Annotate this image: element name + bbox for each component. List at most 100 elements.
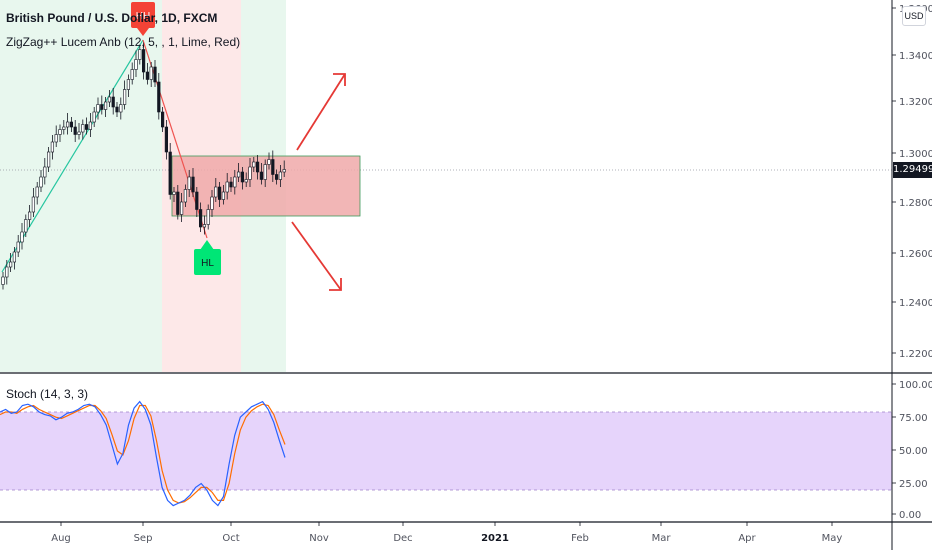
candle	[46, 147, 51, 172]
candle	[35, 182, 39, 205]
candle	[66, 113, 70, 135]
candle	[255, 155, 260, 180]
candle	[43, 158, 47, 185]
candle	[252, 157, 256, 172]
price-tick-label: 1.30000	[899, 149, 932, 160]
candle	[206, 204, 210, 230]
candle	[237, 163, 241, 182]
candle	[77, 123, 81, 140]
candle	[199, 202, 203, 232]
candle	[195, 187, 199, 217]
candle	[73, 120, 77, 142]
candle	[214, 178, 218, 202]
stoch-k-line	[0, 400, 286, 507]
candle	[248, 158, 252, 187]
projection-arrow-down[interactable]	[291, 221, 342, 291]
candle	[168, 143, 172, 200]
candle	[115, 102, 119, 117]
candle	[126, 74, 130, 97]
time-tick-label: Mar	[652, 533, 672, 544]
time-tick-label: Nov	[309, 533, 329, 544]
candle	[69, 117, 73, 132]
candle	[24, 214, 28, 237]
candle	[244, 172, 248, 187]
candle	[149, 62, 153, 87]
candle	[157, 73, 161, 120]
candle	[16, 235, 20, 257]
candle	[1, 272, 5, 290]
time-axis[interactable]: Aug Sep Oct Nov Dec 2021 Feb Mar Apr May	[51, 522, 842, 544]
candle	[218, 182, 222, 207]
candle	[229, 177, 233, 192]
candle	[187, 170, 191, 197]
candle	[145, 63, 150, 85]
candle	[62, 120, 66, 135]
time-tick-label: May	[822, 533, 843, 544]
stoch-tick-label: 0.00	[899, 510, 921, 521]
last-price-badge: 1.29499	[893, 162, 932, 178]
currency-button[interactable]: USD	[902, 6, 926, 26]
candle	[183, 184, 188, 207]
candle	[130, 62, 134, 85]
time-tick-label: Oct	[222, 533, 239, 544]
candle	[88, 113, 92, 137]
candle	[282, 160, 286, 177]
price-tick-label: 1.28000	[899, 198, 932, 209]
price-tick-label: 1.22000	[899, 349, 932, 360]
stoch-title[interactable]: Stoch (14, 3, 3)	[6, 387, 89, 401]
candle	[180, 193, 184, 222]
candle	[31, 188, 35, 217]
candle	[50, 135, 54, 160]
candle	[142, 42, 146, 80]
time-tick-label: Apr	[738, 533, 756, 544]
candle	[20, 223, 24, 250]
candle	[119, 97, 123, 120]
stoch-axis[interactable]: 100.00 75.00 50.00 25.00 0.00	[892, 380, 932, 521]
price-tick-label: 1.24000	[899, 298, 932, 309]
price-axis[interactable]: 1.360001.340001.320001.300001.280001.260…	[892, 4, 932, 360]
candle	[12, 247, 16, 270]
candle	[138, 44, 142, 65]
stoch-band	[0, 412, 892, 490]
price-tick-label: 1.26000	[899, 249, 932, 260]
candle	[172, 187, 176, 202]
hh-label: HH	[136, 11, 150, 22]
candle	[233, 170, 237, 195]
candle	[96, 97, 100, 120]
candle	[85, 117, 89, 135]
candle	[259, 163, 264, 185]
candle	[27, 205, 32, 227]
candle	[274, 169, 279, 185]
candle	[107, 90, 111, 107]
candle	[278, 165, 283, 187]
projection-arrow-up[interactable]	[296, 73, 346, 151]
candle	[225, 173, 229, 200]
hh-marker: HH	[131, 2, 155, 36]
candle	[271, 150, 275, 182]
stoch-tick-label: 75.00	[899, 413, 928, 424]
hl-marker: HL	[194, 240, 221, 275]
hl-label: HL	[201, 258, 214, 269]
symbol-title[interactable]: British Pound / U.S. Dollar, 1D, FXCM	[6, 11, 218, 25]
candle	[5, 260, 9, 285]
time-tick-label: Dec	[393, 533, 412, 544]
candle	[92, 107, 96, 127]
candle	[263, 159, 267, 187]
candle	[54, 125, 58, 147]
time-tick-label: Feb	[571, 533, 589, 544]
candlestick-series	[1, 42, 286, 290]
indicator-title[interactable]: ZigZag++ Lucem Anb (12, 5, , 1, Lime, Re…	[6, 35, 241, 49]
candle	[123, 80, 127, 110]
price-tick-label: 1.34000	[899, 51, 932, 62]
candle	[39, 170, 43, 192]
price-tick-label: 1.32000	[899, 97, 932, 108]
time-tick-label: Sep	[134, 533, 153, 544]
candle	[161, 107, 165, 132]
candle	[111, 88, 115, 115]
stoch-tick-label: 50.00	[899, 446, 928, 457]
candle	[9, 253, 13, 272]
candle	[81, 119, 85, 140]
time-tick-label: 2021	[481, 533, 509, 544]
candle	[210, 190, 214, 217]
